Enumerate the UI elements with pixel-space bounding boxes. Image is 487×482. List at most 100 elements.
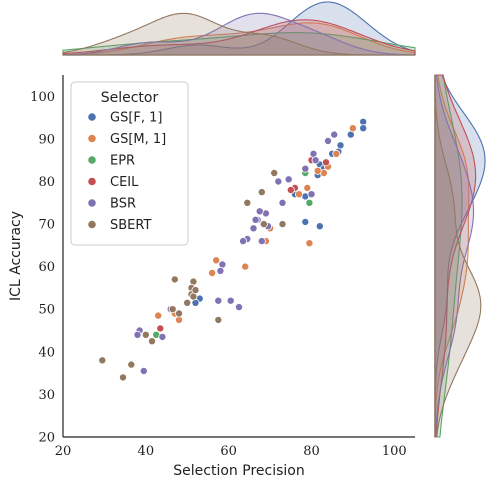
legend-entry-label: EPR (110, 154, 135, 169)
data-point (119, 373, 128, 382)
data-point (212, 256, 221, 265)
data-point (305, 198, 314, 207)
data-point (241, 262, 250, 271)
right-marginal-kde (434, 74, 486, 438)
data-point (359, 124, 368, 133)
y-tick-label: 100 (30, 90, 55, 105)
legend-box (70, 81, 189, 246)
data-point (259, 220, 268, 229)
legend-marker (87, 112, 97, 122)
data-point (216, 266, 225, 275)
y-tick-label: 70 (38, 218, 55, 233)
data-point (305, 239, 314, 248)
legend-entry-label: GS[M, 1] (110, 132, 166, 147)
data-point (191, 286, 200, 295)
data-point (98, 356, 107, 365)
data-point (208, 268, 217, 277)
data-point (139, 366, 148, 375)
top-kde-sbert (62, 12, 415, 56)
top-kde-bsr (62, 12, 416, 56)
data-point (311, 156, 320, 165)
x-tick-label: 60 (220, 444, 237, 459)
data-point (154, 311, 163, 320)
right-kde-epr (434, 74, 463, 438)
data-point (133, 330, 142, 339)
data-point (330, 130, 339, 139)
data-point (249, 224, 258, 233)
x-axis-title: Selection Precision (173, 463, 304, 479)
data-point (170, 275, 179, 284)
legend-marker (87, 155, 97, 165)
top-kde-gs-m-1- (62, 22, 416, 56)
data-point (257, 237, 266, 246)
top-kde-ceil (62, 19, 416, 56)
legend-marker (87, 219, 97, 230)
data-point (251, 215, 260, 224)
y-tick-label: 60 (38, 260, 55, 275)
data-point (183, 298, 192, 307)
top-kde-gs-f-1- (63, 1, 416, 56)
data-point (257, 188, 266, 197)
data-point (332, 149, 341, 158)
data-point (214, 296, 223, 305)
data-point (255, 207, 264, 216)
data-point (158, 332, 167, 341)
data-point (294, 190, 303, 199)
y-axis-title: ICL Accuracy (8, 211, 24, 301)
data-point (226, 296, 235, 305)
y-tick-label: 80 (38, 175, 55, 190)
data-point (214, 315, 223, 324)
data-point (174, 309, 183, 318)
data-point (301, 217, 310, 226)
legend-entry-label: GS[F, 1] (110, 111, 162, 126)
y-tick-label: 90 (38, 132, 55, 147)
data-point (239, 237, 248, 246)
right-kde-bsr (434, 74, 475, 438)
legend-entry-label: SBERT (110, 218, 151, 233)
data-point (234, 303, 243, 312)
legend-marker (87, 176, 97, 187)
data-point (156, 324, 165, 333)
data-point (307, 190, 316, 199)
data-point (168, 305, 177, 314)
top-marginal-kde (62, 1, 416, 56)
data-point (286, 185, 295, 194)
legend-marker (87, 133, 97, 144)
data-point (127, 360, 136, 369)
data-point (274, 177, 283, 186)
legend-entry-label: CEIL (110, 175, 139, 190)
data-point (243, 198, 252, 207)
data-point (278, 220, 287, 229)
legend-title: Selector (101, 90, 159, 106)
x-tick-label: 100 (382, 444, 407, 459)
data-point (278, 198, 287, 207)
x-tick-label: 20 (55, 444, 72, 459)
x-tick-label: 40 (138, 444, 155, 459)
data-point (315, 222, 324, 231)
y-tick-label: 20 (38, 431, 55, 446)
data-point (147, 337, 156, 346)
scatter-points (98, 117, 368, 382)
data-point (313, 166, 322, 175)
data-point (141, 330, 150, 339)
data-point (348, 124, 357, 133)
data-point (303, 183, 312, 192)
right-kde-sbert (434, 74, 482, 438)
y-tick-label: 40 (38, 345, 55, 360)
data-point (321, 158, 330, 167)
data-point (323, 136, 332, 145)
legend-entry-label: BSR (110, 197, 136, 212)
data-point (301, 164, 310, 173)
data-point (284, 175, 293, 184)
legend-marker (87, 198, 97, 208)
legend: Selector GS[F, 1] GS[M, 1] EPR CEIL BSR SBERT (70, 81, 189, 246)
main-axes: 20 40 60 80 100 20 30 40 50 60 70 80 90 100 Selection … (8, 75, 415, 479)
y-tick-label: 50 (38, 303, 55, 318)
y-tick-label: 30 (38, 388, 55, 403)
right-kde-gs-f-1- (434, 74, 486, 437)
x-tick-label: 80 (303, 444, 320, 459)
data-point (270, 168, 279, 177)
right-kde-ceil (434, 74, 477, 438)
